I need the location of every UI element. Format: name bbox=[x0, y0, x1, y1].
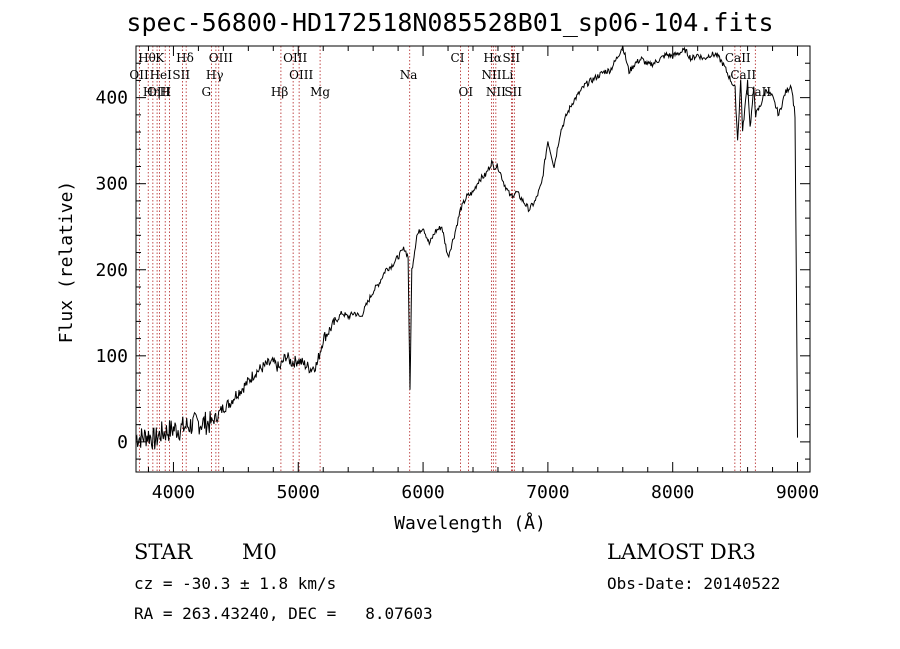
line-marker-label: G bbox=[202, 85, 212, 99]
line-marker-label: Mg bbox=[310, 85, 330, 99]
coordinates: RA = 263.43240, DEC = 8.07603 bbox=[134, 604, 433, 623]
line-marker-label: CI bbox=[451, 51, 465, 65]
line-marker-label: CaII bbox=[730, 68, 756, 82]
line-marker-label: NII bbox=[481, 68, 501, 82]
line-marker-label: OIII bbox=[147, 85, 171, 99]
object-class: STAR bbox=[134, 540, 193, 564]
line-marker-label: Hδ bbox=[176, 51, 194, 65]
line-marker-label: K bbox=[155, 51, 165, 65]
line-marker-label: OIII bbox=[289, 68, 313, 82]
object-subclass: M0 bbox=[242, 540, 277, 564]
line-marker-label: Li bbox=[501, 68, 513, 82]
line-marker-label: SII bbox=[502, 51, 520, 65]
line-marker-label: Hγ bbox=[206, 68, 224, 82]
line-marker-label: OIII bbox=[283, 51, 307, 65]
line-marker-label: SII bbox=[504, 85, 522, 99]
y-tick-label: 100 bbox=[95, 346, 128, 367]
x-tick-label: 7000 bbox=[526, 482, 569, 503]
line-marker-label: Hα bbox=[483, 51, 502, 65]
y-tick-label: 400 bbox=[95, 88, 128, 109]
line-marker-label: H bbox=[160, 85, 170, 99]
line-marker-label: SII bbox=[172, 68, 190, 82]
spectrum-layer bbox=[135, 45, 798, 450]
line-marker-label: HeI bbox=[150, 68, 173, 82]
chart-title: spec-56800-HD172518N085528B01_sp06-104.f… bbox=[126, 8, 774, 37]
spectrum-line bbox=[135, 45, 798, 450]
y-tick-label: 0 bbox=[117, 432, 128, 453]
line-markers-layer bbox=[138, 46, 756, 472]
x-tick-label: 5000 bbox=[277, 482, 320, 503]
line-marker-label: Na bbox=[400, 68, 418, 82]
y-axis-label: Flux (relative) bbox=[56, 181, 77, 344]
x-tick-label: 4000 bbox=[152, 482, 195, 503]
line-marker-label: Hθ bbox=[138, 51, 156, 65]
plot-frame bbox=[135, 45, 811, 473]
x-tick-label: 6000 bbox=[401, 482, 444, 503]
line-marker-label: Hβ bbox=[271, 85, 288, 99]
line-marker-label: OI bbox=[459, 85, 474, 99]
x-axis-label: Wavelength (Å) bbox=[394, 512, 546, 534]
y-tick-label: 300 bbox=[95, 174, 128, 195]
line-marker-label: CaII bbox=[725, 51, 751, 65]
line-marker-label: Hη bbox=[143, 85, 161, 99]
x-tick-label: 9000 bbox=[776, 482, 819, 503]
y-tick-label: 200 bbox=[95, 260, 128, 281]
axes-layer: 4000 5000 6000 7000 8000 9000 0 100 200 300 400 bbox=[95, 45, 819, 503]
line-marker-label: OII bbox=[129, 68, 149, 82]
redshift-cz: cz = -30.3 ± 1.8 km/s bbox=[134, 574, 337, 593]
line-marker-label: NII bbox=[486, 85, 506, 99]
x-tick-label: 8000 bbox=[651, 482, 694, 503]
survey-name: LAMOST DR3 bbox=[607, 540, 756, 564]
line-marker-label: CaII bbox=[745, 85, 771, 99]
observation-date: Obs-Date: 20140522 bbox=[607, 574, 781, 593]
line-marker-label: OIII bbox=[209, 51, 233, 65]
